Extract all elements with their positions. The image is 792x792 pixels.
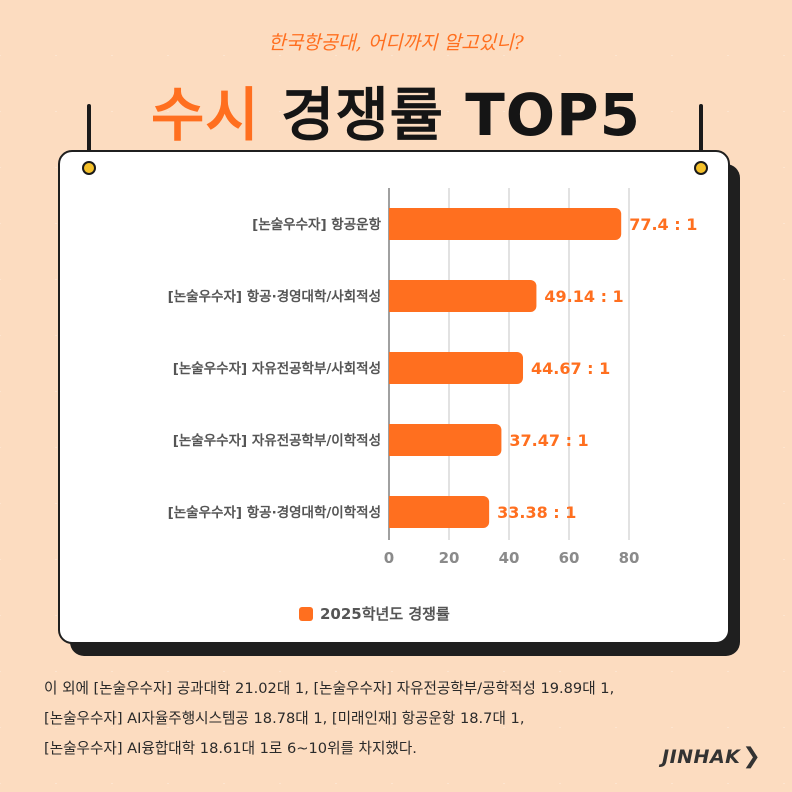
hanging-string-right bbox=[699, 104, 703, 164]
data-label: 44.67 : 1 bbox=[531, 359, 610, 378]
title-accent: 수시 bbox=[151, 81, 260, 149]
category-label: [논술우수자] 항공운항 bbox=[252, 216, 381, 233]
bar-base bbox=[389, 280, 397, 312]
jinhak-logo: JINHAK ❯ bbox=[662, 744, 761, 769]
bar-base bbox=[389, 496, 397, 528]
logo-text: JINHAK bbox=[662, 745, 741, 768]
hanging-string-left bbox=[87, 104, 91, 164]
category-label: [논술우수자] 항공·경영대학/이학적성 bbox=[168, 504, 381, 521]
x-tick-label: 0 bbox=[384, 549, 394, 567]
x-tick-label: 20 bbox=[439, 549, 460, 567]
footer-line: 이 외에 [논술우수자] 공과대학 21.02대 1, [논술우수자] 자유전공… bbox=[44, 680, 615, 697]
bar-base bbox=[389, 424, 397, 456]
data-label: 77.4 : 1 bbox=[629, 215, 697, 234]
bar bbox=[389, 496, 490, 528]
pin-right-icon bbox=[694, 161, 708, 175]
category-label: [논술우수자] 자유전공학부/이학적성 bbox=[173, 432, 381, 449]
category-label: [논술우수자] 자유전공학부/사회적성 bbox=[173, 360, 381, 377]
bar-base bbox=[389, 208, 397, 240]
title-rest: 경쟁률 TOP5 bbox=[259, 81, 641, 149]
legend-swatch bbox=[299, 607, 313, 621]
x-tick-label: 40 bbox=[499, 549, 520, 567]
bar bbox=[389, 352, 524, 384]
footer-line: [논술우수자] AI자율주행시스템공 18.78대 1, [미래인재] 항공운항… bbox=[44, 710, 525, 727]
category-label: [논술우수자] 항공·경영대학/사회적성 bbox=[168, 288, 381, 305]
footer-text: 이 외에 [논술우수자] 공과대학 21.02대 1, [논술우수자] 자유전공… bbox=[44, 674, 764, 764]
data-label: 49.14 : 1 bbox=[544, 287, 623, 306]
legend-label: 2025학년도 경쟁률 bbox=[320, 605, 450, 623]
data-label: 33.38 : 1 bbox=[497, 503, 576, 522]
bar-base bbox=[389, 352, 397, 384]
x-tick-label: 80 bbox=[619, 549, 640, 567]
bar bbox=[389, 280, 537, 312]
x-tick-label: 60 bbox=[559, 549, 580, 567]
data-label: 37.47 : 1 bbox=[509, 431, 588, 450]
pin-left-icon bbox=[82, 161, 96, 175]
footer-line: [논술우수자] AI융합대학 18.61대 1로 6~10위를 차지했다. bbox=[44, 740, 417, 757]
page-title: 수시 경쟁률 TOP5 bbox=[0, 68, 792, 152]
subtitle: 한국항공대, 어디까지 알고있니? bbox=[268, 32, 524, 54]
chevron-right-icon: ❯ bbox=[742, 744, 762, 769]
bar bbox=[389, 424, 502, 456]
bar bbox=[389, 208, 622, 240]
